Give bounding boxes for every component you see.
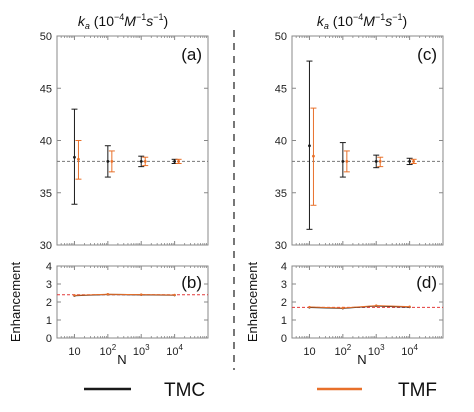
y-tick-label: 1 xyxy=(281,315,287,327)
panel-b: 0 1 2 3 4 (b) 10 102 103 104 Enhancement N xyxy=(8,261,209,367)
legend: TMC TMF xyxy=(84,380,437,401)
panel-c: ka (10−4M−1s−1) 30 35 40 45 50 (c) xyxy=(275,12,444,252)
y-tick-label: 4 xyxy=(281,261,287,273)
y-tick-label: 30 xyxy=(40,240,52,252)
y-tick-label: 0 xyxy=(46,333,52,345)
point-tmf xyxy=(408,305,411,308)
point-tmf xyxy=(140,293,143,296)
series-line-tmf xyxy=(309,305,410,309)
point-tmc xyxy=(408,160,412,163)
point-tmc xyxy=(374,160,378,163)
x-tick-label: 103 xyxy=(368,343,385,358)
panel-a-title: ka (10−4M−1s−1) xyxy=(78,12,168,31)
point-tmf xyxy=(412,160,416,163)
x-tick-label: 104 xyxy=(401,343,418,358)
point-tmf xyxy=(77,157,80,161)
y-tick-label: 35 xyxy=(275,188,287,200)
y-tick-label: 2 xyxy=(46,297,52,309)
point-tmf xyxy=(106,293,110,296)
plot-d: 0 1 2 3 4 (d) 10 102 103 104 xyxy=(281,261,444,358)
panel-d-xlabel: N xyxy=(357,352,366,367)
panel-b-xlabel: N xyxy=(117,352,126,367)
y-tick-label: 4 xyxy=(46,261,52,273)
y-tick-label: 40 xyxy=(40,136,52,148)
point-tmf xyxy=(308,305,311,309)
point-tmf xyxy=(177,160,181,163)
y-tick-label: 50 xyxy=(40,31,52,43)
x-tick-label: 102 xyxy=(99,343,116,358)
plot-b: 0 1 2 3 4 (b) 10 102 103 104 xyxy=(46,261,209,358)
y-tick-label: 0 xyxy=(281,333,287,345)
plot-frame xyxy=(291,35,444,246)
y-tick-label: 30 xyxy=(275,240,287,252)
point-tmf xyxy=(173,293,176,297)
y-tick-label: 1 xyxy=(46,315,52,327)
y-tick-label: 45 xyxy=(40,83,52,95)
panel-label: (c) xyxy=(417,45,437,64)
y-tick-label: 35 xyxy=(40,188,52,200)
point-tmf xyxy=(73,294,76,297)
panel-b-ylabel: Enhancement xyxy=(8,262,23,343)
point-tmc xyxy=(106,160,110,163)
x-tick-label: 103 xyxy=(133,343,150,358)
panel-label: (b) xyxy=(181,273,202,292)
y-tick-label: 2 xyxy=(281,297,287,309)
point-tmf xyxy=(110,160,114,163)
x-tick-label: 10 xyxy=(303,346,315,358)
point-tmf xyxy=(341,306,345,310)
legend-label-tmf: TMF xyxy=(398,380,437,401)
panel-label: (d) xyxy=(416,273,437,292)
y-tick-label: 3 xyxy=(281,279,287,291)
x-tick-label: 104 xyxy=(166,343,183,358)
series-line-tmf xyxy=(74,293,175,296)
point-tmf xyxy=(378,160,382,163)
y-tick-label: 40 xyxy=(275,136,287,148)
point-tmc xyxy=(173,160,177,163)
x-tick-label: 102 xyxy=(334,343,351,358)
panel-label: (a) xyxy=(181,45,202,64)
point-tmf xyxy=(312,154,315,158)
point-tmc xyxy=(73,155,76,159)
panel-c-title: ka (10−4M−1s−1) xyxy=(317,12,407,31)
y-tick-label: 50 xyxy=(275,31,287,43)
panel-a: ka (10−4M−1s−1) 30 35 40 45 50 (a) xyxy=(40,12,209,252)
point-tmf xyxy=(143,160,147,163)
plot-c: 30 35 40 45 50 (c) xyxy=(275,31,444,252)
point-tmc xyxy=(341,160,345,163)
x-tick-label: 10 xyxy=(68,346,80,358)
plot-a: 30 35 40 45 50 (a) xyxy=(40,31,209,252)
legend-label-tmc: TMC xyxy=(164,380,205,401)
point-tmf xyxy=(345,160,349,163)
point-tmf xyxy=(375,304,378,307)
y-tick-label: 3 xyxy=(46,279,52,291)
y-tick-label: 45 xyxy=(275,83,287,95)
point-tmc xyxy=(139,160,143,163)
panel-d: 0 1 2 3 4 (d) 10 102 103 104 Enhancement N xyxy=(245,261,444,367)
panel-d-ylabel: Enhancement xyxy=(245,262,260,343)
point-tmc xyxy=(308,144,311,148)
